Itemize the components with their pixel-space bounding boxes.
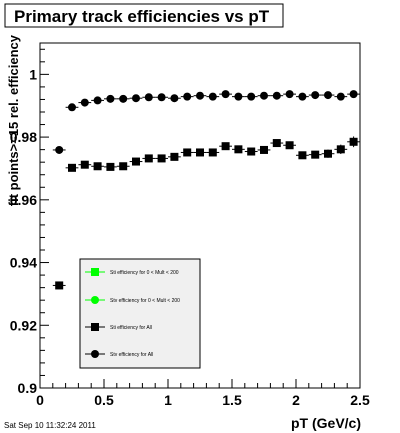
- data-point-circle: [234, 92, 243, 101]
- data-point-circle: [196, 91, 204, 100]
- data-point-square: [336, 145, 345, 154]
- data-point-square: [157, 154, 166, 163]
- y-tick-label: 1: [29, 66, 37, 82]
- y-tick-label: 0.94: [10, 255, 37, 271]
- y-tick-label: 0.9: [18, 380, 38, 396]
- data-point-circle: [260, 91, 268, 100]
- legend-label: Sti efficiency for 0 < Mult < 200: [110, 270, 179, 276]
- data-point-square: [349, 137, 358, 146]
- legend-label: Stv efficiency for 0 < Mult < 200: [110, 298, 180, 304]
- legend-label: Sti efficiency for All: [110, 325, 152, 331]
- data-point-square: [132, 157, 140, 166]
- data-point-square: [311, 150, 320, 159]
- data-point-circle: [221, 90, 230, 99]
- legend: Sti efficiency for 0 < Mult < 200 Stv eff…: [79, 258, 201, 369]
- data-point-square: [234, 145, 243, 154]
- data-point-circle: [106, 94, 115, 103]
- plot-area: [39, 42, 361, 389]
- data-point-circle: [247, 92, 256, 101]
- y-tick-label: 0.92: [10, 317, 37, 333]
- data-point-square: [55, 281, 64, 290]
- data-series-layer: [52, 90, 360, 290]
- data-point-circle: [349, 90, 358, 99]
- legend-box: [79, 258, 201, 369]
- data-point-square: [260, 145, 268, 154]
- data-point-square: [247, 147, 256, 156]
- data-point-circle: [208, 92, 217, 101]
- chart-title: Primary track efficiencies vs pT: [14, 7, 270, 26]
- data-point-circle: [285, 90, 294, 99]
- data-point-square: [80, 160, 89, 169]
- x-tick-label: 0.5: [94, 392, 114, 408]
- series-sti-2: [52, 136, 360, 290]
- data-point-circle: [298, 92, 307, 101]
- data-point-circle: [55, 145, 64, 154]
- data-point-circle: [183, 92, 192, 101]
- data-point-square: [106, 162, 115, 171]
- legend-circle-marker: [91, 296, 99, 304]
- series-stv-3: [52, 90, 360, 154]
- data-point-circle: [336, 92, 345, 101]
- y-axis-ticks: [40, 48, 49, 389]
- data-point-circle: [119, 94, 128, 103]
- data-point-circle: [80, 98, 89, 107]
- data-point-circle: [311, 91, 320, 100]
- data-point-square: [93, 162, 102, 171]
- y-tick-label: 0.96: [10, 192, 37, 208]
- data-point-circle: [93, 96, 102, 105]
- x-tick-label: 1.5: [222, 392, 242, 408]
- data-point-square: [196, 148, 204, 157]
- plot-frame: [39, 42, 361, 389]
- y-axis-tick-labels: 0.9 0.92 0.94 0.96 0.98 1: [10, 66, 37, 396]
- legend-entries: Sti efficiency for 0 < Mult < 200 Stv eff…: [85, 268, 180, 358]
- data-point-square: [324, 149, 332, 158]
- data-point-circle: [170, 94, 179, 103]
- title-box: [4, 3, 284, 28]
- legend-circle-marker: [91, 350, 99, 358]
- legend-entry: Sti efficiency for All: [85, 323, 152, 331]
- data-point-circle: [157, 93, 166, 102]
- x-tick-label: 2.5: [350, 392, 370, 408]
- legend-entry: Sti efficiency for 0 < Mult < 200: [85, 268, 179, 276]
- legend-entry: Stv efficiency for 0 < Mult < 200: [85, 296, 180, 304]
- data-point-square: [208, 148, 217, 157]
- x-axis-tick-labels: 0 0.5 1 1.5 2 2.5: [36, 392, 370, 408]
- x-tick-label: 2: [292, 392, 300, 408]
- legend-square-marker: [91, 268, 99, 276]
- y-tick-label: 0.98: [10, 129, 37, 145]
- data-point-circle: [272, 91, 281, 100]
- data-point-circle: [144, 93, 153, 102]
- x-tick-label: 1: [164, 392, 172, 408]
- data-point-circle: [132, 94, 140, 103]
- data-point-circle: [324, 91, 332, 100]
- data-point-square: [221, 142, 230, 151]
- legend-entry: Stv efficiency for All: [85, 350, 153, 358]
- data-point-square: [68, 163, 76, 172]
- x-axis-label: pT (GeV/c): [291, 415, 361, 431]
- data-point-square: [119, 162, 128, 171]
- data-point-square: [298, 151, 307, 160]
- x-axis-ticks: [39, 379, 361, 388]
- legend-label: Stv efficiency for All: [110, 352, 153, 358]
- y-axis-label: fit points>=15 rel. efficiency: [6, 34, 21, 206]
- x-tick-label: 0: [36, 392, 44, 408]
- timestamp-label: Sat Sep 10 11:32:24 2011: [4, 421, 96, 430]
- data-point-square: [144, 154, 153, 163]
- data-point-square: [183, 148, 192, 157]
- data-point-square: [285, 141, 294, 150]
- data-point-circle: [68, 103, 76, 112]
- data-point-square: [272, 139, 281, 148]
- legend-square-marker: [91, 323, 99, 331]
- data-point-square: [170, 152, 179, 161]
